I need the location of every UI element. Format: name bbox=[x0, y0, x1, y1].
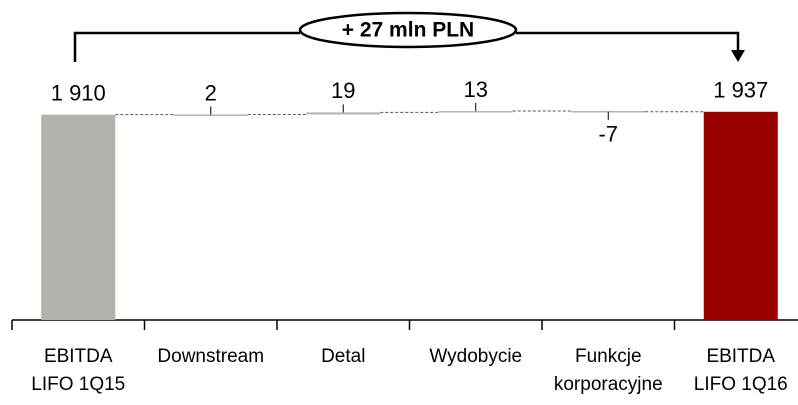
bar bbox=[703, 111, 778, 321]
x-tick-label: EBITDA LIFO 1Q16 bbox=[693, 346, 788, 395]
bar bbox=[571, 111, 646, 113]
bar bbox=[173, 114, 248, 116]
x-tick-label: Detal bbox=[321, 346, 366, 367]
value-label: 13 bbox=[464, 77, 488, 102]
bar bbox=[438, 111, 513, 113]
value-label: 19 bbox=[331, 78, 355, 103]
value-label: 1 910 bbox=[51, 80, 106, 105]
x-tick-label: Wydobycie bbox=[429, 346, 523, 367]
x-tick-label: EBITDA LIFO 1Q15 bbox=[31, 346, 126, 395]
bar bbox=[306, 112, 381, 115]
annotation-ellipse bbox=[298, 11, 518, 49]
value-label: 1 937 bbox=[713, 78, 768, 103]
bracket bbox=[73, 31, 740, 62]
value-label: -7 bbox=[598, 122, 618, 147]
arrow-head bbox=[731, 50, 745, 62]
x-tick-label: Funkcje korporacyjne bbox=[553, 346, 663, 395]
bar bbox=[41, 114, 116, 320]
annotation: + 27 mln PLN bbox=[342, 19, 474, 42]
x-tick-label: Downstream bbox=[157, 346, 265, 367]
value-label: 2 bbox=[205, 80, 217, 105]
